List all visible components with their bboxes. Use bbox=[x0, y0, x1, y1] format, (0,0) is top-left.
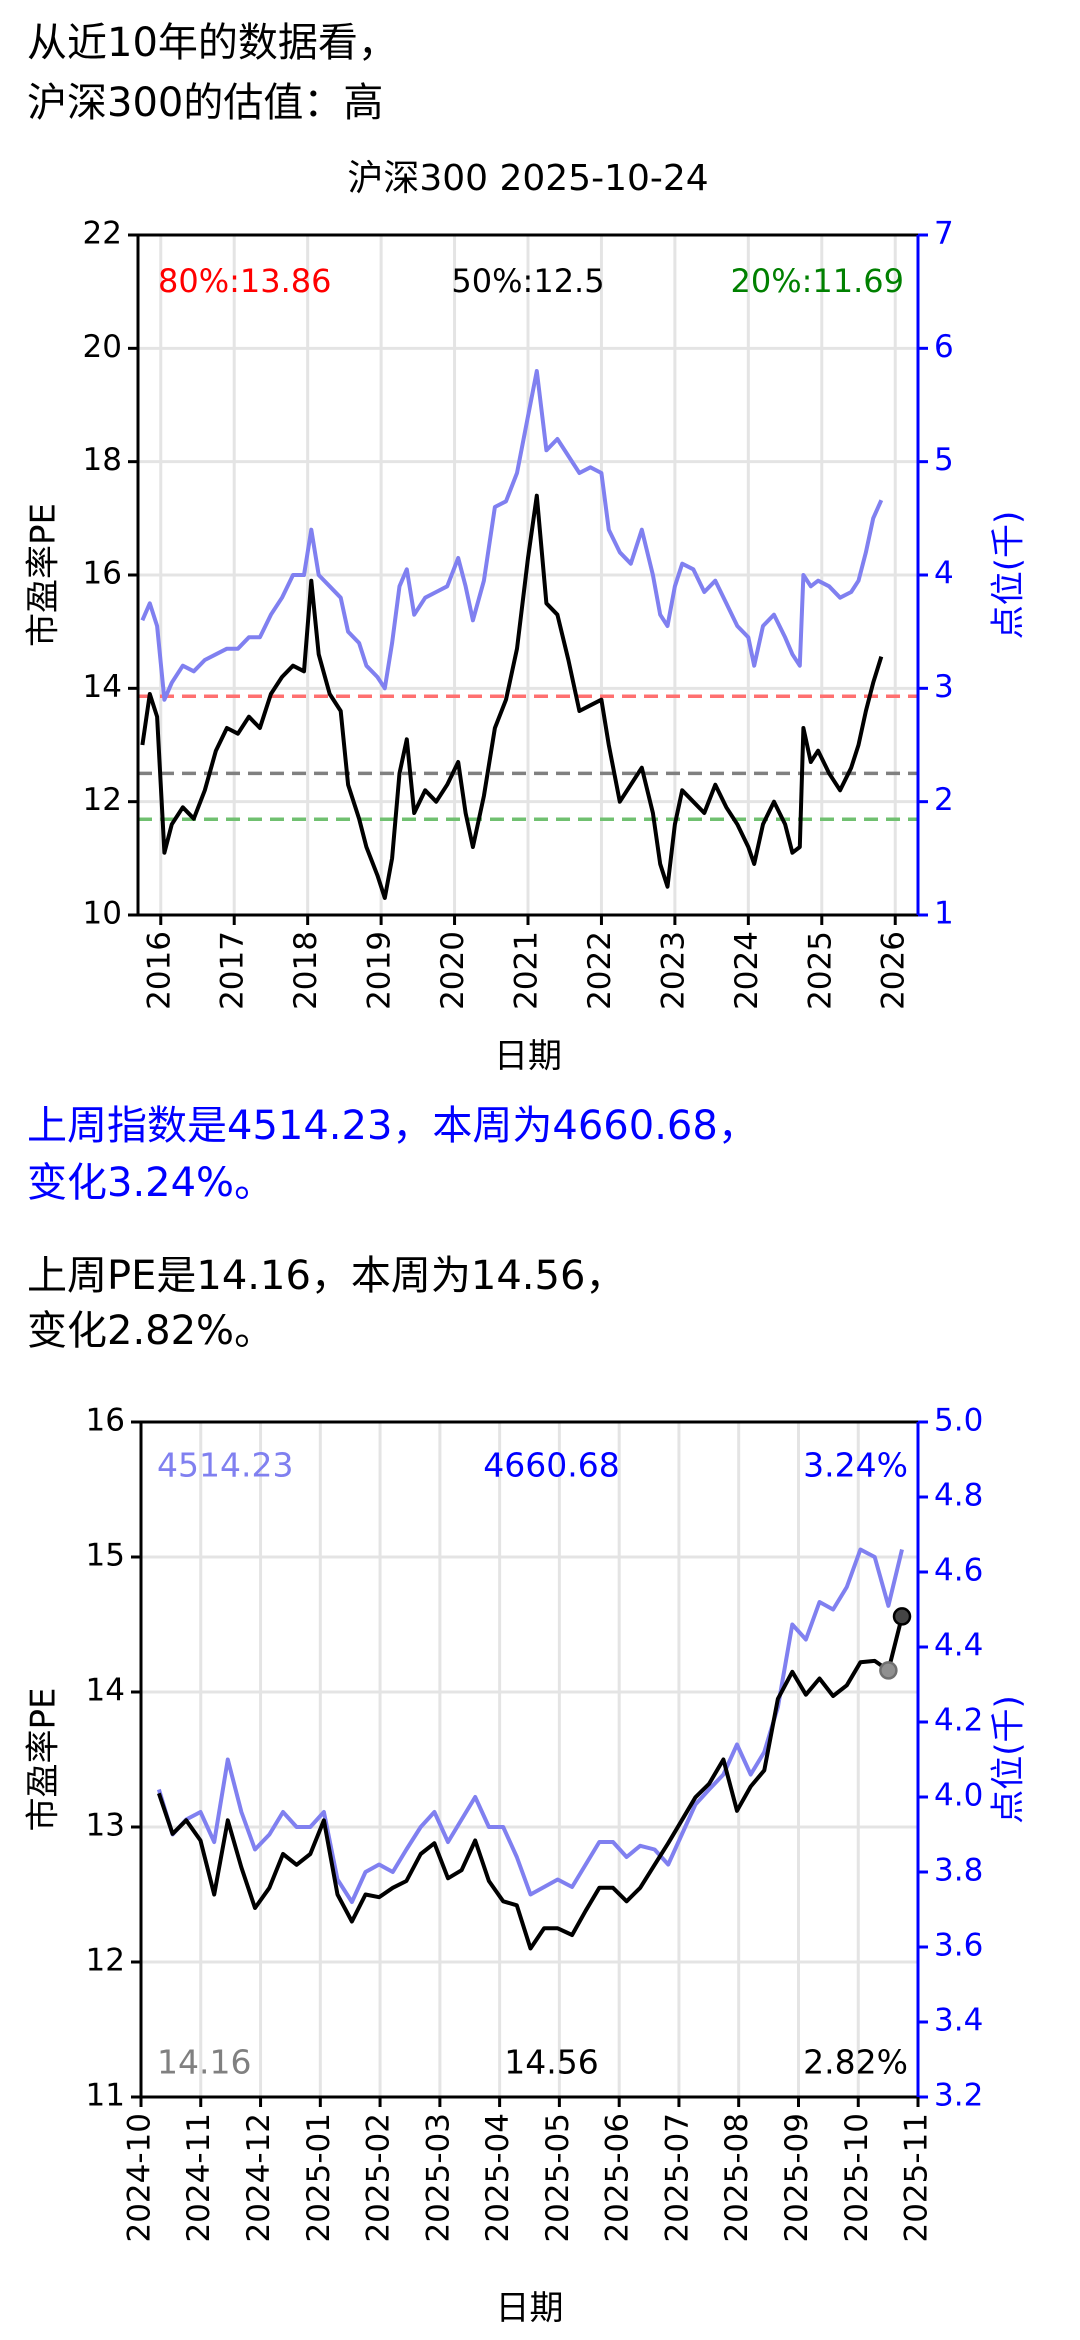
y-axis-label: 市盈率PE bbox=[24, 1688, 64, 1832]
reference-label: 20%:11.69 bbox=[730, 262, 904, 300]
x-tick-label: 2019 bbox=[362, 931, 398, 1010]
y2-tick-label: 3 bbox=[934, 669, 954, 705]
reference-label: 50%:12.5 bbox=[451, 262, 604, 300]
y-tick-label: 18 bbox=[83, 442, 122, 478]
y2-tick-label: 4.2 bbox=[934, 1703, 983, 1739]
x-tick-label: 2017 bbox=[215, 931, 251, 1010]
note-line: 上周指数是4514.23，本周为4660.68， bbox=[27, 1103, 758, 1149]
y2-tick-label: 3.8 bbox=[934, 1853, 983, 1889]
y2-tick-label: 4.0 bbox=[934, 1778, 983, 1814]
header-line: 从近10年的数据看， bbox=[27, 20, 398, 66]
annotation: 4660.68 bbox=[483, 1446, 619, 1485]
x-tick-label: 2026 bbox=[876, 931, 912, 1010]
y2-tick-label: 7 bbox=[934, 216, 954, 252]
x-tick-label: 2024-12 bbox=[241, 2113, 277, 2243]
chart-title: 沪深300 2025-10-24 bbox=[347, 158, 708, 199]
y-tick-label: 20 bbox=[83, 329, 122, 365]
x-tick-label: 2018 bbox=[288, 931, 324, 1010]
x-tick-label: 2024-11 bbox=[181, 2113, 217, 2243]
x-tick-label: 2024 bbox=[729, 931, 765, 1010]
annotation: 4514.23 bbox=[157, 1446, 293, 1485]
x-tick-label: 2020 bbox=[435, 931, 471, 1010]
annotation: 14.16 bbox=[157, 2043, 251, 2082]
y-tick-label: 14 bbox=[83, 669, 122, 705]
x-tick-label: 2025-08 bbox=[719, 2113, 755, 2243]
x-tick-label: 2025-02 bbox=[361, 2113, 397, 2243]
reference-label: 80%:13.86 bbox=[158, 262, 332, 300]
y-tick-label: 10 bbox=[83, 896, 122, 932]
x-tick-label: 2025-11 bbox=[899, 2113, 935, 2243]
x-tick-label: 2025-04 bbox=[480, 2113, 516, 2243]
y2-tick-label: 3.4 bbox=[934, 2003, 983, 2039]
header-line: 沪深300的估值：高 bbox=[27, 80, 383, 126]
point-marker bbox=[879, 1661, 898, 1680]
series-line bbox=[140, 493, 884, 900]
y-tick-label: 16 bbox=[86, 1403, 125, 1439]
y2-tick-label: 3.2 bbox=[934, 2078, 983, 2114]
y-tick-label: 11 bbox=[86, 2078, 125, 2114]
y2-tick-label: 4 bbox=[934, 556, 954, 592]
series-line bbox=[140, 369, 884, 702]
note-line: 上周PE是14.16，本周为14.56， bbox=[27, 1253, 625, 1299]
x-tick-label: 2025-03 bbox=[420, 2113, 456, 2243]
x-tick-label: 2016 bbox=[141, 931, 177, 1010]
series-line bbox=[157, 1615, 904, 1951]
y-tick-label: 12 bbox=[83, 782, 122, 818]
x-tick-label: 2023 bbox=[655, 931, 691, 1010]
y2-tick-label: 2 bbox=[934, 782, 954, 818]
y-tick-label: 15 bbox=[86, 1538, 125, 1574]
y2-tick-label: 4.4 bbox=[934, 1628, 983, 1664]
x-tick-label: 2025-09 bbox=[779, 2113, 815, 2243]
y2-axis-label: 点位(千) bbox=[989, 1695, 1029, 1824]
annotation: 3.24% bbox=[803, 1446, 908, 1485]
note-line: 变化2.82%。 bbox=[27, 1308, 274, 1354]
y-tick-label: 14 bbox=[86, 1673, 125, 1709]
point-marker bbox=[892, 1607, 912, 1626]
x-tick-label: 2024-10 bbox=[122, 2113, 158, 2243]
x-axis-label: 日期 bbox=[494, 1037, 562, 1077]
x-tick-label: 2025 bbox=[802, 931, 838, 1010]
y2-tick-label: 3.6 bbox=[934, 1928, 983, 1964]
x-tick-label: 2021 bbox=[509, 931, 545, 1010]
y-tick-label: 12 bbox=[86, 1943, 125, 1979]
x-tick-label: 2025-06 bbox=[600, 2113, 636, 2243]
y-axis-label: 市盈率PE bbox=[24, 503, 64, 647]
y-tick-label: 13 bbox=[86, 1808, 125, 1844]
x-tick-label: 2025-05 bbox=[540, 2113, 576, 2243]
x-tick-label: 2025-01 bbox=[301, 2113, 337, 2243]
y2-tick-label: 1 bbox=[934, 896, 954, 932]
x-tick-label: 2022 bbox=[582, 931, 618, 1010]
y2-axis-label: 点位(千) bbox=[989, 511, 1029, 640]
x-axis-label: 日期 bbox=[496, 2289, 564, 2329]
y2-tick-label: 5 bbox=[934, 442, 954, 478]
x-tick-label: 2025-07 bbox=[659, 2113, 695, 2243]
annotation: 14.56 bbox=[504, 2043, 598, 2082]
y2-tick-label: 4.8 bbox=[934, 1478, 983, 1514]
y-tick-label: 22 bbox=[83, 216, 122, 252]
y2-tick-label: 5.0 bbox=[934, 1403, 983, 1439]
x-tick-label: 2025-10 bbox=[839, 2113, 875, 2243]
y2-tick-label: 4.6 bbox=[934, 1553, 983, 1589]
annotation: 2.82% bbox=[803, 2043, 908, 2082]
note-line: 变化3.24%。 bbox=[27, 1160, 274, 1206]
y2-tick-label: 6 bbox=[934, 329, 954, 365]
y-tick-label: 16 bbox=[83, 556, 122, 592]
